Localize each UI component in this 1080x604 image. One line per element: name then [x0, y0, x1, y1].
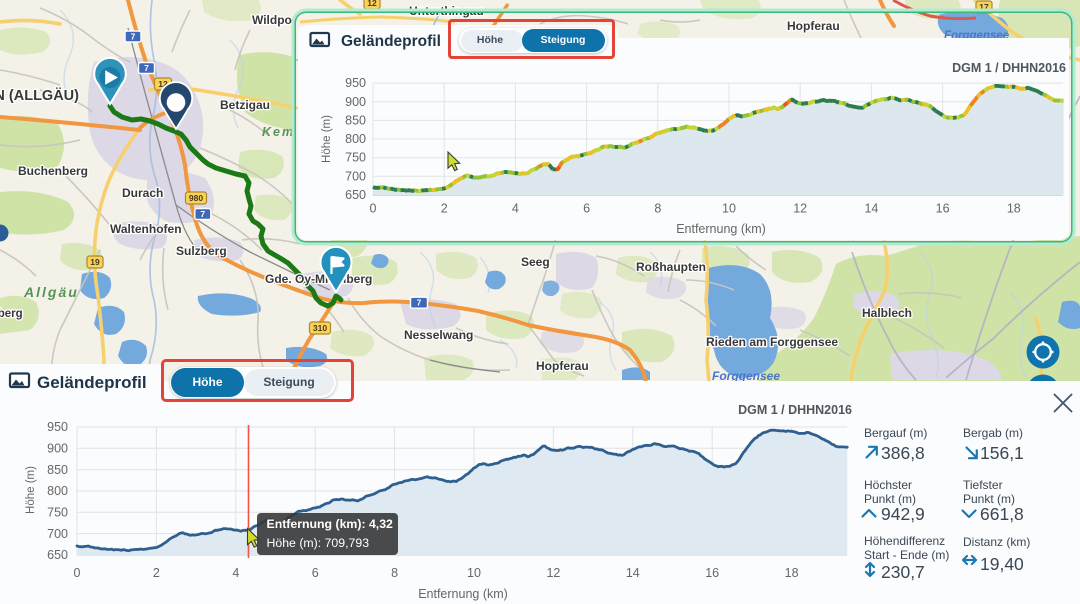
svg-text:6: 6: [583, 202, 590, 216]
svg-text:750: 750: [345, 151, 366, 165]
svg-text:7: 7: [131, 32, 136, 42]
svg-text:14: 14: [626, 566, 640, 580]
svg-text:16: 16: [705, 566, 719, 580]
svg-text:DGM 1 / DHHN2016: DGM 1 / DHHN2016: [952, 61, 1066, 75]
svg-text:6: 6: [312, 566, 319, 580]
svg-text:Durach: Durach: [122, 186, 163, 200]
svg-text:8: 8: [391, 566, 398, 580]
svg-text:Sulzberg: Sulzberg: [176, 244, 227, 258]
svg-text:0: 0: [370, 202, 377, 216]
svg-text:Kem: Kem: [262, 125, 295, 139]
svg-text:980: 980: [189, 193, 203, 203]
svg-text:Entfernung (km): Entfernung (km): [676, 222, 766, 236]
svg-text:Waltenhofen: Waltenhofen: [110, 222, 182, 236]
svg-text:2: 2: [441, 202, 448, 216]
svg-text:850: 850: [47, 463, 68, 477]
svg-text:Höhe (m): Höhe (m): [25, 466, 37, 514]
svg-text:700: 700: [345, 169, 366, 183]
svg-text:16: 16: [936, 202, 950, 216]
svg-text:7: 7: [417, 298, 422, 308]
svg-text:310: 310: [313, 323, 327, 333]
svg-text:Hopferau: Hopferau: [536, 359, 589, 373]
svg-text:zberg: zberg: [0, 308, 23, 320]
svg-text:12: 12: [546, 566, 560, 580]
svg-text:7: 7: [200, 209, 205, 219]
svg-text:12: 12: [367, 0, 377, 8]
svg-text:10: 10: [722, 202, 736, 216]
svg-text:Buchenberg: Buchenberg: [18, 164, 88, 178]
svg-text:Geländeprofil: Geländeprofil: [37, 373, 147, 392]
svg-text:18: 18: [785, 566, 799, 580]
svg-text:12: 12: [793, 202, 807, 216]
svg-text:10: 10: [467, 566, 481, 580]
svg-text:700: 700: [47, 527, 68, 541]
svg-text:Roßhaupten: Roßhaupten: [636, 260, 706, 274]
svg-text:18: 18: [1007, 202, 1021, 216]
svg-text:KEMPTEN (ALLGÄU): KEMPTEN (ALLGÄU): [0, 87, 79, 104]
svg-text:8: 8: [654, 202, 661, 216]
svg-text:4: 4: [232, 566, 239, 580]
svg-text:650: 650: [345, 188, 366, 202]
svg-text:2: 2: [153, 566, 160, 580]
svg-text:900: 900: [345, 95, 366, 109]
svg-text:19: 19: [90, 257, 100, 267]
svg-text:Entfernung (km): Entfernung (km): [418, 587, 508, 601]
svg-text:0: 0: [74, 566, 81, 580]
svg-text:800: 800: [345, 132, 366, 146]
svg-text:17: 17: [979, 2, 989, 12]
svg-text:Rieden am Forggensee: Rieden am Forggensee: [706, 335, 838, 349]
svg-text:Nesselwang: Nesselwang: [404, 328, 473, 342]
svg-text:Wildpo: Wildpo: [252, 13, 292, 27]
svg-text:DGM 1 / DHHN2016: DGM 1 / DHHN2016: [738, 403, 852, 417]
svg-text:850: 850: [345, 113, 366, 127]
svg-text:Betzigau: Betzigau: [220, 98, 270, 112]
svg-text:950: 950: [345, 76, 366, 90]
svg-text:7: 7: [144, 63, 149, 73]
svg-text:950: 950: [47, 420, 68, 434]
svg-text:Seeg: Seeg: [521, 255, 550, 269]
svg-text:750: 750: [47, 506, 68, 520]
svg-text:900: 900: [47, 442, 68, 456]
svg-text:Allgäu: Allgäu: [23, 284, 79, 300]
svg-text:Halblech: Halblech: [862, 306, 912, 320]
svg-text:12: 12: [158, 79, 168, 89]
svg-text:Unterthingau: Unterthingau: [409, 4, 484, 18]
svg-text:Hopferau: Hopferau: [787, 19, 840, 33]
svg-text:650: 650: [47, 548, 68, 562]
svg-text:800: 800: [47, 484, 68, 498]
svg-text:Geländeprofil: Geländeprofil: [341, 33, 441, 50]
svg-text:Höhe (m): Höhe (m): [321, 115, 333, 163]
svg-text:Forggensee: Forggensee: [712, 369, 780, 383]
svg-text:4: 4: [512, 202, 519, 216]
svg-text:14: 14: [864, 202, 878, 216]
